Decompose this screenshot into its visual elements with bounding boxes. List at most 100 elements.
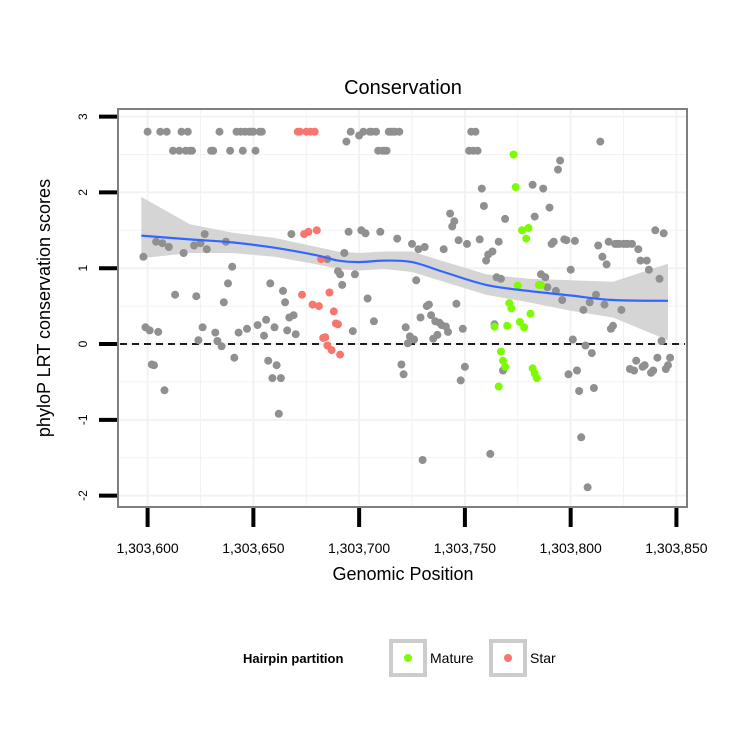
point-other-98 [393,234,402,243]
point-other-35 [219,298,228,307]
point-mature-7 [507,304,516,313]
point-other-100 [397,360,406,369]
point-other-67 [287,230,296,239]
point-other-50 [251,146,260,155]
point-other-199 [636,256,645,265]
point-mature-3 [499,356,507,365]
point-other-73 [338,280,347,289]
point-other-93 [382,146,391,155]
point-star-20 [336,350,345,359]
point-other-17 [179,249,188,257]
point-other-46 [243,324,251,333]
legend-dot-mature [404,654,412,662]
point-other-83 [361,229,370,238]
point-other-153 [539,184,548,193]
point-other-123 [446,209,455,218]
point-other-149 [501,214,510,223]
point-other-107 [412,276,421,285]
point-other-0 [139,252,148,261]
point-other-74 [340,249,349,257]
point-other-140 [482,256,491,265]
point-other-82 [359,127,368,136]
x-tick-label-5: 1,303,850 [645,540,707,556]
confidence-band [141,196,669,341]
point-mature-4 [501,362,510,371]
point-other-37 [224,279,232,288]
point-other-14 [171,290,180,299]
point-other-24 [194,336,203,345]
point-other-196 [630,366,639,375]
point-other-103 [403,339,412,348]
point-other-79 [350,270,359,279]
point-other-183 [602,260,611,269]
point-mature-2 [496,347,505,356]
point-other-172 [579,305,588,314]
point-other-28 [202,245,211,254]
legend-key-mature [389,639,427,677]
y-tick-label-2: 1 [76,265,90,272]
x-axis-label: Genomic Position [332,564,473,584]
point-other-76 [344,227,353,236]
point-other-53 [257,127,266,136]
smooth-line [141,234,669,302]
y-tick-label-4: -1 [76,414,90,425]
point-other-44 [238,146,247,155]
point-star-17 [329,307,338,316]
y-axis-label: phyloP LRT conservation scores [34,179,54,437]
point-other-77 [346,127,355,136]
point-star-13 [321,333,330,342]
point-mature-5 [503,321,512,330]
point-other-179 [594,241,603,250]
point-other-170 [575,387,584,395]
point-other-186 [609,321,617,330]
point-other-205 [649,366,658,375]
x-tick-label-3: 1,303,750 [434,540,496,556]
point-other-75 [342,137,351,146]
point-other-51 [253,321,262,330]
point-other-142 [486,449,495,458]
legend-label-star: Star [530,650,556,666]
point-other-136 [473,146,482,155]
point-other-62 [276,374,285,383]
point-mature-21 [537,280,545,289]
point-other-26 [198,323,207,332]
point-other-139 [479,202,488,210]
point-star-10 [314,302,323,311]
point-star-2 [298,290,306,299]
point-mature-12 [518,226,526,235]
point-other-69 [291,330,300,339]
point-other-99 [395,127,404,136]
point-other-64 [281,298,290,307]
point-mature-13 [520,323,529,332]
point-other-12 [164,243,173,251]
point-other-108 [414,245,423,254]
point-star-7 [308,300,317,309]
point-other-109 [416,313,425,322]
point-other-131 [463,239,471,248]
point-other-181 [598,252,607,261]
point-mature-15 [524,224,533,232]
point-mature-8 [509,150,518,159]
point-other-167 [568,335,577,344]
point-other-198 [634,245,643,254]
point-other-55 [262,315,271,324]
point-other-68 [289,311,298,320]
point-other-171 [577,433,586,442]
point-other-203 [644,265,653,274]
point-other-176 [587,349,596,358]
point-other-27 [200,230,209,239]
point-other-151 [530,212,539,221]
chart-title: Conservation [344,77,462,99]
legend-dot-star [504,654,512,662]
point-other-138 [477,184,486,193]
legend: Hairpin partition Mature Star [243,639,556,677]
y-axis: 3 2 1 0 -1 -2 [76,113,117,501]
point-other-23 [192,292,201,301]
point-other-56 [264,356,273,365]
point-other-182 [600,300,609,309]
point-other-210 [659,229,668,238]
point-other-127 [454,236,463,245]
point-other-168 [570,236,579,245]
point-other-162 [558,296,567,304]
